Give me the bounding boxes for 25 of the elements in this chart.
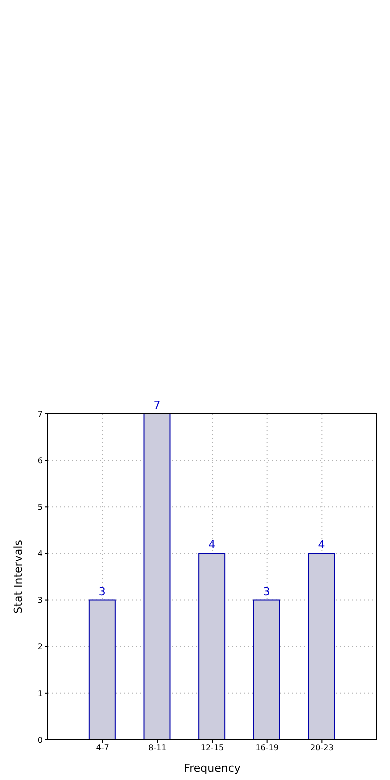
bar: [144, 414, 171, 740]
x-tick-label: 8-11: [148, 744, 167, 753]
y-axis-title: Stat Intervals: [12, 540, 25, 614]
bar: [198, 553, 226, 740]
bar: [308, 553, 336, 740]
y-tick-label: 1: [38, 689, 43, 698]
x-tick-label: 20-23: [310, 744, 334, 753]
y-tick-label: 4: [38, 550, 43, 559]
data-label: 7: [154, 399, 161, 412]
data-label: 3: [98, 585, 106, 598]
x-tick-label: 16-19: [256, 744, 279, 753]
y-tick-label: 7: [38, 410, 43, 419]
data-label: 4: [318, 538, 326, 552]
bar: [88, 600, 116, 740]
y-tick-label: 5: [38, 502, 43, 512]
x-tick-label: 4-7: [96, 744, 110, 753]
data-label: 4: [208, 538, 216, 552]
x-tick-label: 12-15: [200, 744, 224, 753]
x-axis-title: Frequency: [184, 762, 242, 775]
y-tick-label: 3: [38, 596, 43, 606]
bar: [253, 600, 280, 740]
y-tick-label: 2: [38, 642, 43, 652]
y-tick-label: 0: [38, 736, 43, 745]
data-label: 3: [263, 585, 270, 598]
y-tick-label: 6: [38, 456, 43, 466]
